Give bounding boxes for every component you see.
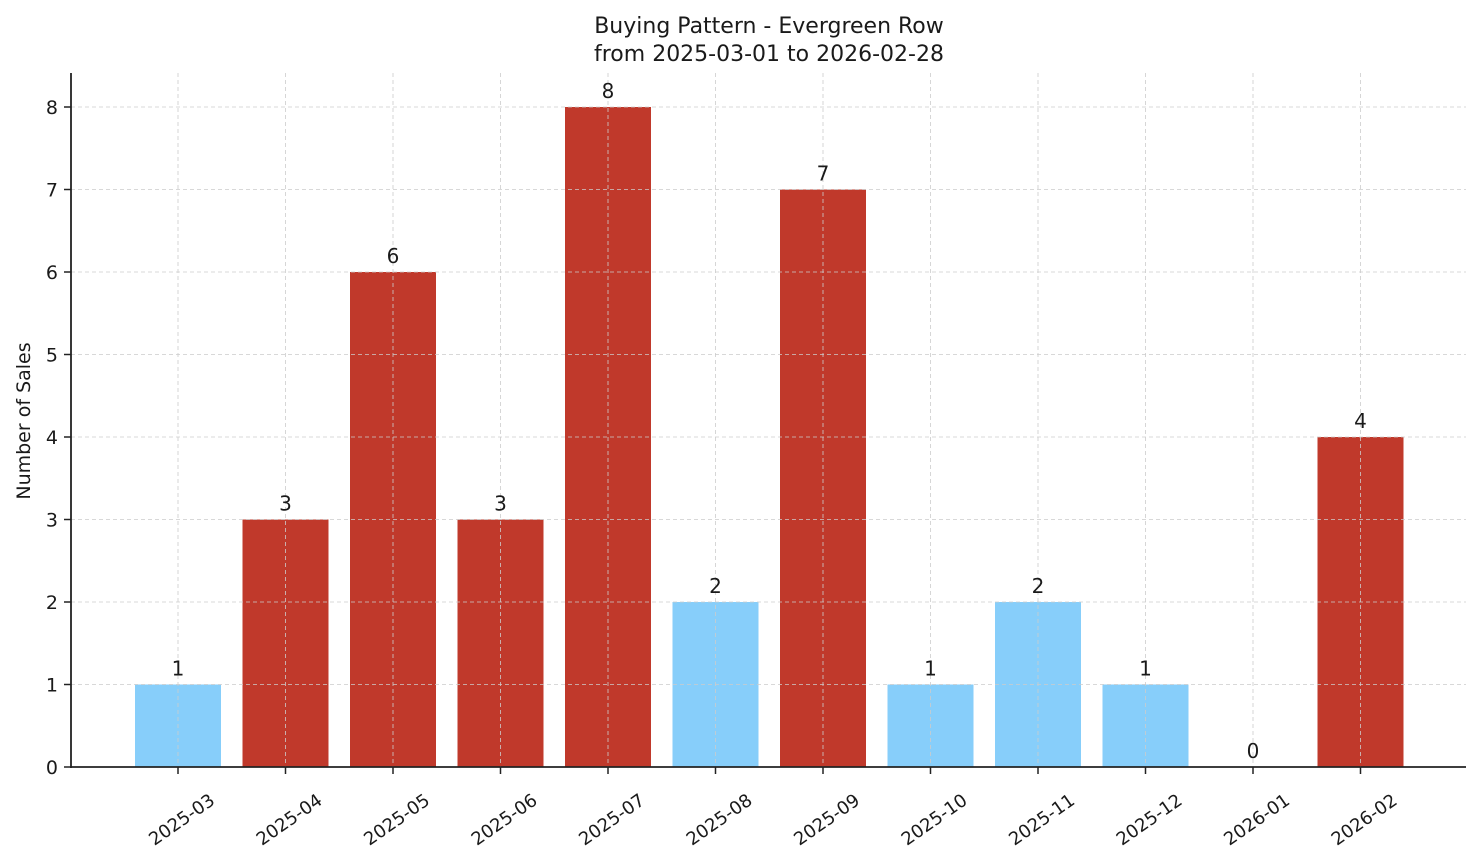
data-label: 8 xyxy=(602,79,615,103)
data-label: 7 xyxy=(817,162,830,186)
y-tick-label: 5 xyxy=(46,345,58,367)
x-tick-label: 2025-11 xyxy=(1005,790,1079,850)
x-tick-label: 2026-02 xyxy=(1328,790,1402,850)
x-tick-label: 2025-08 xyxy=(683,790,757,850)
x-tick-label: 2025-09 xyxy=(790,790,864,850)
x-tick-label: 2025-07 xyxy=(575,790,649,850)
data-label: 2 xyxy=(1032,574,1045,598)
x-tick-label: 2025-03 xyxy=(145,790,219,850)
y-axis-ticks: 0 1 2 3 4 5 6 7 8 xyxy=(46,97,71,779)
y-axis-label: Number of Sales xyxy=(13,342,35,499)
data-label: 1 xyxy=(172,657,185,681)
y-tick-label: 3 xyxy=(46,510,58,532)
y-tick-label: 0 xyxy=(46,757,58,779)
y-tick-label: 8 xyxy=(46,97,58,119)
data-label: 3 xyxy=(279,492,292,516)
y-tick-label: 6 xyxy=(46,262,58,284)
data-label: 3 xyxy=(494,492,507,516)
data-label: 0 xyxy=(1247,739,1260,763)
x-axis-ticks: 2025-03 2025-04 2025-05 2025-06 2025-07 2025-… xyxy=(145,767,1401,850)
chart-subtitle: from 2025-03-01 to 2026-02-28 xyxy=(594,42,944,67)
x-tick-label: 2026-01 xyxy=(1220,790,1294,850)
x-tick-label: 2025-12 xyxy=(1113,790,1187,850)
data-label: 1 xyxy=(924,657,937,681)
chart-title: Buying Pattern - Evergreen Row xyxy=(594,14,944,39)
data-label: 2 xyxy=(709,574,722,598)
x-tick-label: 2025-06 xyxy=(468,790,542,850)
data-label: 4 xyxy=(1354,409,1367,433)
data-label: 1 xyxy=(1139,657,1152,681)
x-tick-label: 2025-05 xyxy=(360,790,434,850)
y-tick-label: 2 xyxy=(46,592,58,614)
x-tick-label: 2025-10 xyxy=(898,790,972,850)
y-tick-label: 1 xyxy=(46,675,58,697)
data-label: 6 xyxy=(387,244,400,268)
y-tick-label: 7 xyxy=(46,180,58,202)
x-tick-label: 2025-04 xyxy=(253,790,327,850)
y-tick-label: 4 xyxy=(46,427,58,449)
gridlines xyxy=(71,73,1466,767)
